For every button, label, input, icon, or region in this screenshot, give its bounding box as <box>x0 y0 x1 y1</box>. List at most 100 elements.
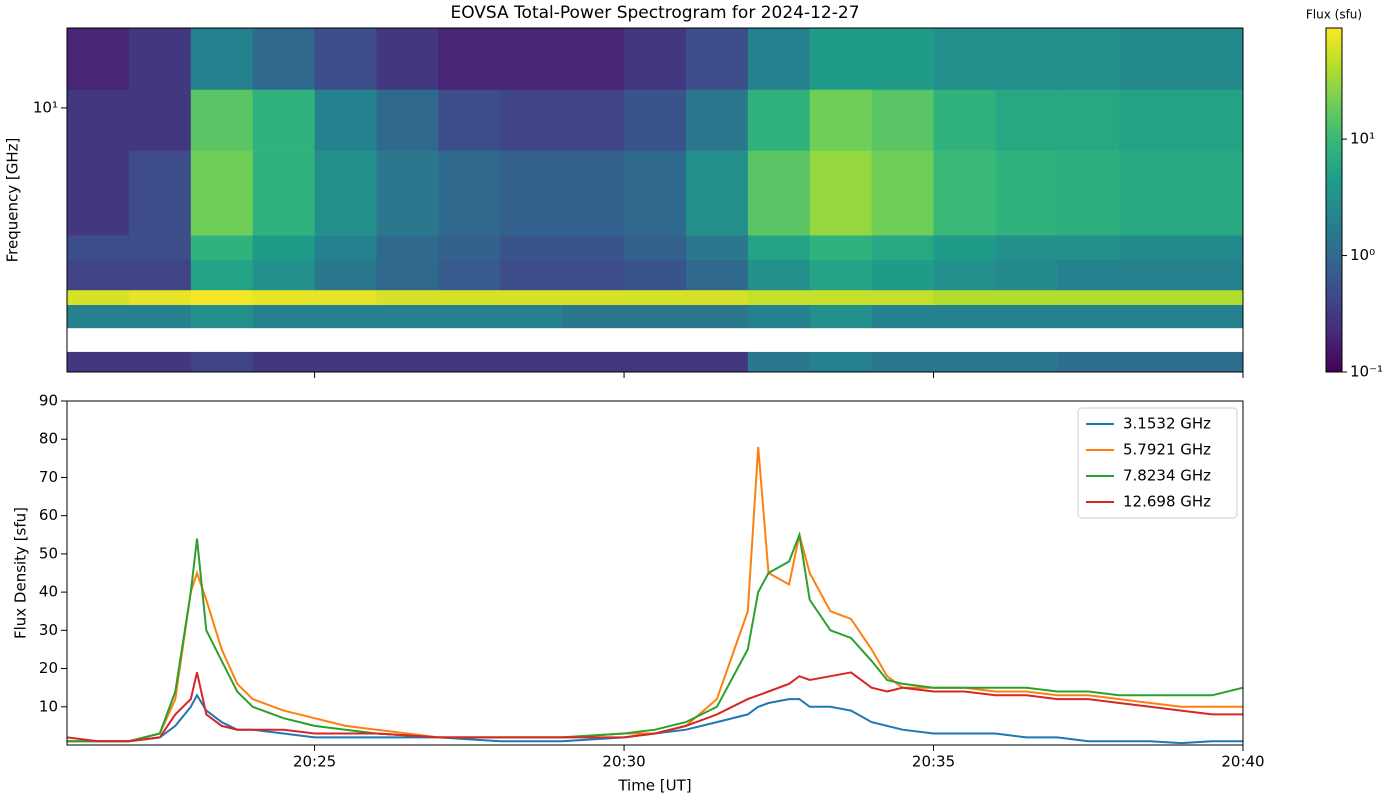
heatmap-cell <box>1119 289 1182 305</box>
heatmap-cell <box>871 351 935 373</box>
y-tick-label: 10 <box>39 697 58 715</box>
heatmap-cell <box>252 235 316 261</box>
heatmap-cell <box>376 28 439 90</box>
heatmap-cell <box>747 289 811 305</box>
y-axis-label: Flux Density [sfu] <box>12 507 30 639</box>
heatmap-cell <box>252 150 316 236</box>
heatmap-cell <box>562 351 625 373</box>
chart-title: EOVSA Total-Power Spectrogram for 2024-1… <box>450 3 859 23</box>
series-line <box>67 693 1243 745</box>
legend-label: 3.1532 GHz <box>1123 415 1211 433</box>
heatmap-cell <box>995 289 1058 305</box>
heatmap-cell <box>128 89 192 151</box>
plot-frame <box>66 400 1244 746</box>
heatmap-cell <box>995 28 1058 90</box>
heatmap-cell <box>747 28 811 90</box>
heatmap-cell <box>1181 289 1244 305</box>
heatmap-cell <box>933 351 996 373</box>
heatmap-cell <box>933 89 996 151</box>
heatmap-cell <box>1181 304 1244 329</box>
heatmap-cell <box>500 259 563 291</box>
heatmap-cell <box>500 351 563 373</box>
y-tick-label: 20 <box>39 659 58 677</box>
heatmap-cell <box>314 259 377 291</box>
heatmap-cell <box>67 351 130 373</box>
heatmap-cell <box>747 150 811 236</box>
heatmap-cell <box>685 304 749 329</box>
heatmap-cell <box>809 289 873 305</box>
heatmap-cell <box>67 289 130 305</box>
x-tick-label: 20:35 <box>912 753 955 771</box>
x-axis-label: Time [UT] <box>617 777 691 795</box>
heatmap-cell <box>624 351 687 373</box>
heatmap-cell <box>438 28 501 90</box>
heatmap-cell <box>685 150 749 236</box>
colorbar-tick-label: 10⁰ <box>1350 246 1375 264</box>
y-tick-label: 50 <box>39 544 58 562</box>
y-tick-label: 70 <box>39 468 58 486</box>
heatmap-cell <box>809 351 873 373</box>
y-tick-label: 10¹ <box>33 98 58 116</box>
heatmap-cell <box>190 235 254 261</box>
heatmap-cell <box>1181 351 1244 373</box>
heatmap-cell <box>376 304 439 329</box>
heatmap-cell <box>190 28 254 90</box>
heatmap-cell <box>128 235 192 261</box>
legend-label: 5.7921 GHz <box>1123 441 1211 459</box>
heatmap-cell <box>933 259 996 291</box>
heatmap-cell <box>67 150 130 236</box>
heatmap-cell <box>67 259 130 291</box>
heatmap-cell <box>67 235 130 261</box>
heatmap-cell <box>190 259 254 291</box>
heatmap-cell <box>438 351 501 373</box>
heatmap-cell <box>500 289 563 305</box>
heatmap-cell <box>624 150 687 236</box>
heatmap-cell <box>1119 259 1182 291</box>
heatmap-cell <box>314 89 377 151</box>
heatmap-cell <box>871 304 935 329</box>
heatmap-cell <box>933 235 996 261</box>
heatmap-cell <box>809 89 873 151</box>
heatmap-cell <box>995 304 1058 329</box>
heatmap-cell <box>1057 89 1120 151</box>
heatmap-cell <box>252 351 316 373</box>
x-tick-label: 20:25 <box>293 753 336 771</box>
heatmap-cell <box>624 89 687 151</box>
heatmap-cell <box>562 304 625 329</box>
heatmap-cell <box>995 259 1058 291</box>
heatmap-cell <box>376 150 439 236</box>
colorbar-tick-label: 10⁻¹ <box>1350 363 1383 381</box>
heatmap-cell <box>933 289 996 305</box>
heatmap-cell <box>67 28 130 90</box>
heatmap-cell <box>747 89 811 151</box>
heatmap-cell <box>190 150 254 236</box>
series-line <box>67 446 1243 743</box>
heatmap-cell <box>190 304 254 329</box>
heatmap-cell <box>500 235 563 261</box>
y-tick-label: 90 <box>39 392 58 410</box>
heatmap-cell <box>500 28 563 90</box>
heatmap-cell <box>500 304 563 329</box>
y-tick-label: 60 <box>39 506 58 524</box>
heatmap-cell <box>871 28 935 90</box>
heatmap-cell <box>933 150 996 236</box>
heatmap-cell <box>685 235 749 261</box>
heatmap-cell <box>314 351 377 373</box>
heatmap-cell <box>624 235 687 261</box>
heatmap-cell <box>438 89 501 151</box>
heatmap-cell <box>871 259 935 291</box>
heatmap-cell <box>67 304 130 329</box>
heatmap-cell <box>252 89 316 151</box>
heatmap-cell <box>624 259 687 291</box>
heatmap-cell <box>809 150 873 236</box>
heatmap-cell <box>1057 304 1120 329</box>
heatmap-cell <box>1057 259 1120 291</box>
heatmap-cell <box>1057 351 1120 373</box>
y-tick-label: 40 <box>39 583 58 601</box>
heatmap-cell <box>933 28 996 90</box>
heatmap-cell <box>1119 235 1182 261</box>
heatmap-cell <box>685 259 749 291</box>
heatmap-cell <box>809 304 873 329</box>
heatmap-cell <box>624 289 687 305</box>
heatmap-cell <box>438 235 501 261</box>
